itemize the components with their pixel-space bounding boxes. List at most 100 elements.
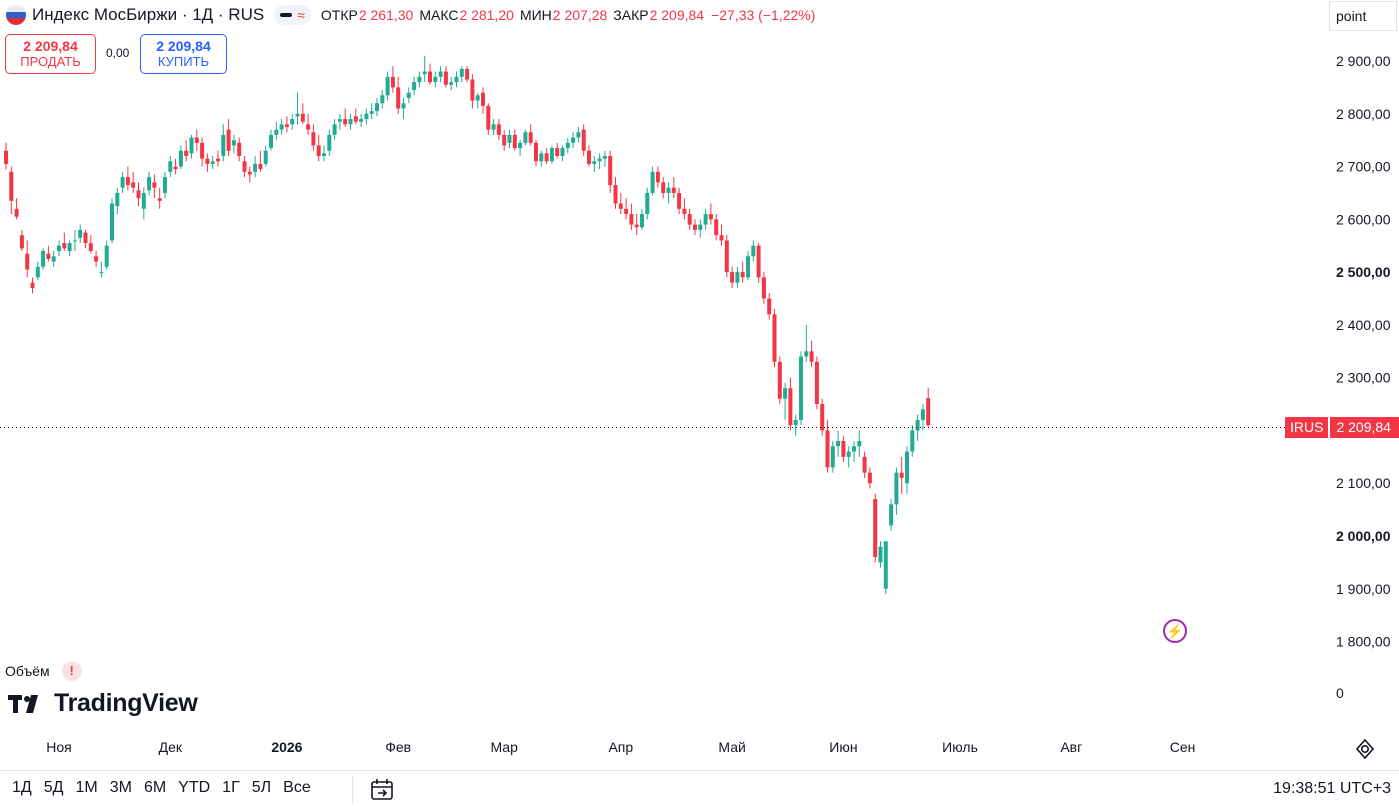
candle-body (571, 137, 576, 143)
candle-body (46, 253, 51, 259)
candle-body (284, 124, 289, 127)
candle-body (141, 192, 146, 209)
range-button[interactable]: 1М (75, 779, 98, 796)
candle-body (247, 171, 252, 175)
candle (549, 145, 554, 164)
candle-body (120, 177, 125, 188)
candle (152, 174, 157, 199)
candle (788, 377, 793, 431)
candle-body (671, 187, 676, 193)
tradingview-logo[interactable]: TradingView (8, 689, 198, 718)
candle (809, 340, 814, 368)
candle (173, 158, 178, 175)
candle (825, 419, 830, 473)
range-button[interactable]: Все (283, 779, 311, 796)
candle (666, 182, 671, 204)
candle (523, 129, 528, 146)
candle (19, 229, 24, 251)
candle (502, 129, 507, 151)
candle (253, 156, 258, 178)
candle (359, 113, 364, 127)
candle (433, 71, 438, 88)
candle-body (433, 76, 438, 83)
candle (783, 382, 788, 420)
time-axis[interactable]: Ноя Дек 2026 Фев Мар Апр Май Июн Июль Авг Сен (46, 739, 1195, 755)
price-axis[interactable]: 2 900,00 2 800,00 2 700,00 2 600,00 2 500,00… (1336, 53, 1391, 701)
candle (104, 240, 109, 270)
candle (698, 219, 703, 238)
candle-body (708, 214, 713, 220)
candle (147, 171, 152, 196)
candle-body (894, 472, 899, 505)
candle-body (539, 153, 544, 162)
candle-body (438, 71, 443, 77)
sell-button[interactable]: 2 209,84 ПРОДАТЬ (5, 34, 96, 74)
candle (910, 425, 915, 457)
candle (555, 142, 560, 159)
candle (608, 150, 613, 193)
range-button[interactable]: 1Д (12, 779, 32, 796)
candle (618, 192, 623, 215)
candle-body (666, 187, 671, 193)
candle (544, 148, 549, 164)
candle-body (788, 388, 793, 426)
candle-body (873, 499, 878, 558)
warning-icon[interactable]: ! (61, 661, 82, 681)
settings-icon[interactable] (1354, 738, 1376, 760)
candle (99, 261, 104, 278)
sell-label: ПРОДАТЬ (20, 54, 81, 69)
candle (867, 467, 872, 489)
range-button[interactable]: 5Д (43, 779, 64, 796)
clock[interactable]: 19:38:51 UTC+3 (1273, 780, 1391, 797)
calendar-goto-icon[interactable] (369, 777, 395, 803)
candle-body (528, 132, 533, 143)
candle (862, 451, 867, 478)
range-button[interactable]: YTD (178, 779, 211, 796)
range-button[interactable]: 6М (143, 779, 167, 796)
unit-label[interactable]: point (1329, 1, 1397, 31)
candle-body (88, 243, 93, 251)
candle-body (650, 171, 655, 193)
candle (385, 71, 390, 101)
candle-body (486, 105, 491, 130)
candle-body (587, 150, 591, 164)
range-button[interactable]: 1Г (222, 779, 240, 796)
candle (878, 541, 883, 568)
sell-price: 2 209,84 (23, 38, 78, 54)
market-status-pill[interactable]: ≈ (274, 5, 311, 25)
buy-label: КУПИТЬ (157, 54, 210, 69)
candle (30, 277, 35, 294)
candle (311, 124, 316, 151)
range-button[interactable]: 5Л (251, 779, 272, 796)
candle-body (396, 87, 401, 109)
range-button[interactable]: 3М (109, 779, 132, 796)
candle (390, 66, 395, 93)
lightning-icon[interactable]: ⚡ (1163, 619, 1187, 643)
candle-body (475, 95, 480, 101)
candle (242, 156, 247, 178)
candle-body (210, 161, 215, 164)
candle-body (337, 119, 342, 122)
candle-body (359, 119, 364, 122)
candle (221, 124, 226, 162)
candle-body (719, 235, 724, 241)
candle-body (157, 198, 162, 201)
candle (857, 430, 862, 457)
candle (205, 153, 210, 172)
candle-body (380, 95, 385, 104)
toolbar-divider (352, 777, 353, 803)
buy-button[interactable]: 2 209,84 КУПИТЬ (140, 34, 227, 74)
candle-body (237, 142, 242, 156)
russia-flag-icon (6, 5, 26, 25)
candle (136, 182, 141, 207)
candle-body (804, 351, 809, 357)
candle-body (905, 451, 909, 484)
y-tick-label: 2 800,00 (1336, 106, 1391, 122)
candle (719, 224, 724, 246)
volume-legend[interactable]: Объём ! (5, 661, 82, 681)
candle (804, 324, 809, 362)
symbol-title[interactable]: Индекс МосБиржи · 1Д · RUS (32, 5, 265, 24)
candle-body (94, 256, 99, 262)
candle-body (735, 272, 740, 283)
